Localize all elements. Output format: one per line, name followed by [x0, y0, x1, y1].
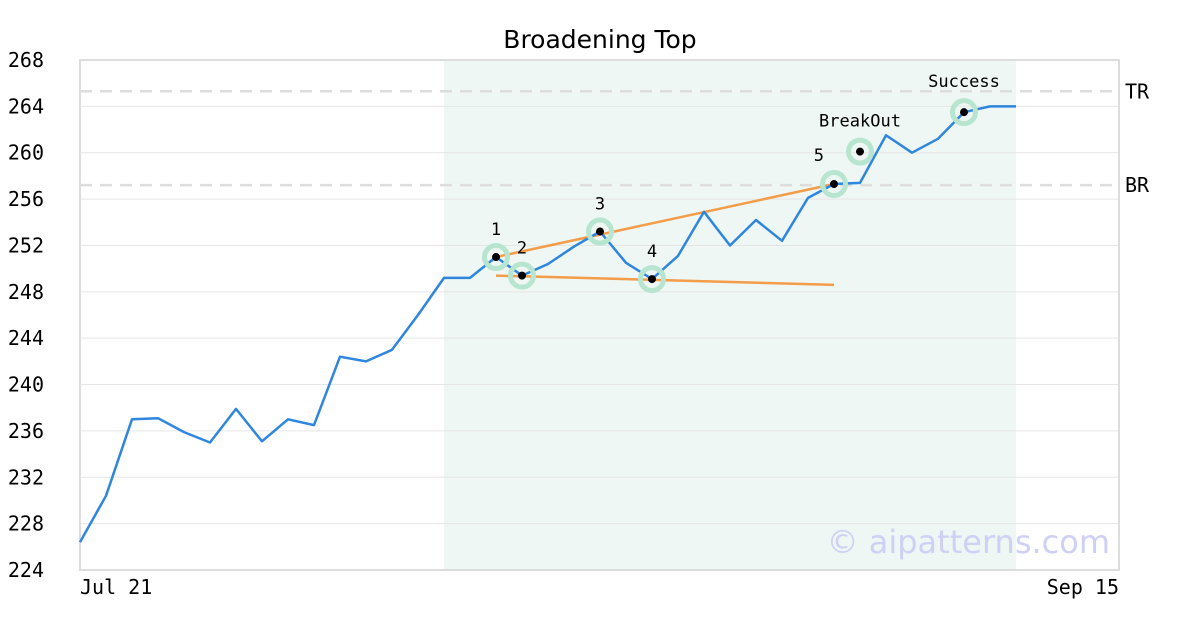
y-tick-label: 268: [8, 48, 44, 72]
pattern-point-label: 4: [647, 242, 657, 262]
plot-frame: [79, 59, 1120, 571]
pattern-point: [518, 271, 526, 280]
y-axis-ticks: 224 228 232 236 240 244 248 252 256 260 264 268: [8, 48, 44, 582]
pattern-point-label: BreakOut: [819, 112, 901, 132]
pattern-point: [960, 108, 968, 117]
y-tick-label: 264: [8, 94, 44, 118]
trend-line: [495, 182, 835, 259]
x-tick-label-start: Jul 21: [80, 575, 152, 599]
x-tick-label-end: Sep 15: [1047, 575, 1119, 599]
highlight-layer: [444, 60, 1016, 570]
y-tick-label: 252: [8, 233, 44, 257]
chart-title: Broadening Top: [503, 25, 696, 54]
series-layer: [78, 105, 1016, 543]
pattern-point: [596, 227, 604, 236]
y-tick-label: 260: [8, 141, 44, 165]
pattern-point-label: Success: [928, 72, 1000, 92]
pattern-point: [648, 275, 656, 284]
pattern-highlight-region: [444, 60, 1016, 570]
pattern-point: [856, 147, 864, 156]
reference-line-label: BR: [1125, 173, 1150, 197]
y-tick-label: 248: [8, 280, 44, 304]
pattern-point-label: 1: [491, 220, 501, 240]
pattern-point-label: 5: [814, 146, 824, 166]
pattern-point: [492, 253, 500, 262]
y-tick-label: 228: [8, 512, 44, 536]
y-tick-label: 240: [8, 373, 44, 397]
pattern-point-ring: [508, 261, 536, 290]
y-tick-label: 244: [8, 326, 44, 350]
pattern-point-ring: [586, 217, 614, 246]
pattern-point-ring: [482, 243, 510, 272]
pattern-point-label: 2: [517, 239, 527, 259]
y-tick-label: 256: [8, 187, 44, 211]
y-tick-label: 224: [8, 558, 44, 582]
reference-lines: TR BR: [80, 79, 1150, 197]
reference-line-label: TR: [1125, 79, 1150, 103]
pattern-point-ring: [638, 265, 666, 294]
pattern-point-ring: [950, 98, 978, 127]
y-tick-label: 236: [8, 419, 44, 443]
y-tick-label: 232: [8, 465, 44, 489]
price-line: [78, 105, 1016, 543]
pattern-point: [830, 180, 838, 189]
watermark: © aipatterns.com: [827, 523, 1110, 561]
pattern-point-ring: [846, 137, 874, 166]
pattern-point-ring: [820, 170, 848, 199]
pattern-markers: 12 3 4 5 BreakOut Success: [482, 72, 1000, 294]
pattern-point-label: 3: [595, 195, 605, 215]
